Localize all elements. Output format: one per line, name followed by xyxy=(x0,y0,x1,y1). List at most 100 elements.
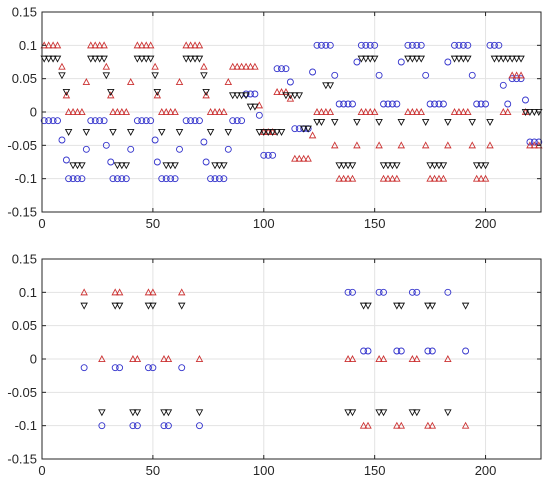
data-point-triangle-down xyxy=(408,409,417,417)
data-point-triangle-up xyxy=(115,288,124,296)
data-point-triangle-up xyxy=(164,355,173,362)
data-point-triangle-down xyxy=(264,128,272,136)
data-point-triangle-down xyxy=(348,162,357,170)
data-point-triangle-down xyxy=(53,55,62,63)
data-point-circle xyxy=(526,138,534,146)
data-point-circle xyxy=(142,117,150,125)
data-point-triangle-down xyxy=(362,55,370,63)
data-point-circle xyxy=(122,175,130,183)
data-point-triangle-up xyxy=(317,108,326,116)
data-point-triangle-up xyxy=(122,108,131,116)
data-point-triangle-down xyxy=(444,118,452,126)
y-tick-label: -0.05 xyxy=(7,138,37,153)
data-point-triangle-down xyxy=(106,88,115,96)
data-point-triangle-down xyxy=(304,125,312,133)
data-point-triangle-up xyxy=(517,71,525,79)
data-point-triangle-down xyxy=(508,55,516,63)
data-point-triangle-up xyxy=(468,141,477,149)
data-point-triangle-down xyxy=(344,409,352,417)
data-point-circle xyxy=(508,75,516,83)
data-point-triangle-up xyxy=(459,108,468,116)
data-point-circle xyxy=(357,41,365,49)
data-point-triangle-up xyxy=(64,108,73,116)
y-tick-label: 0.15 xyxy=(12,5,37,20)
data-point-triangle-down xyxy=(102,72,111,80)
data-point-triangle-down xyxy=(503,55,512,63)
data-point-circle xyxy=(404,41,412,49)
data-point-triangle-up xyxy=(129,355,137,362)
data-point-triangle-up xyxy=(455,108,463,116)
data-point-triangle-down xyxy=(151,72,159,80)
data-point-triangle-down xyxy=(393,302,401,310)
y-tick-label: -0.1 xyxy=(15,171,37,186)
data-point-circle xyxy=(397,58,405,66)
data-point-circle xyxy=(264,151,272,159)
data-point-circle xyxy=(82,145,90,153)
data-point-triangle-up xyxy=(133,41,142,49)
data-point-triangle-up xyxy=(413,355,421,362)
data-point-triangle-down xyxy=(517,55,525,63)
data-point-triangle-down xyxy=(357,55,366,63)
data-point-circle xyxy=(49,117,57,125)
data-point-triangle-down xyxy=(459,55,468,63)
x-tick-label: 0 xyxy=(38,463,45,478)
data-point-circle xyxy=(80,364,88,372)
data-point-triangle-down xyxy=(98,409,106,417)
data-point-triangle-up xyxy=(322,108,330,116)
data-point-triangle-down xyxy=(268,128,277,136)
data-point-triangle-down xyxy=(126,128,135,136)
y-tick-label: 0 xyxy=(30,105,37,120)
data-point-circle xyxy=(408,41,416,49)
data-point-circle xyxy=(220,175,228,183)
data-point-triangle-up xyxy=(364,421,372,429)
data-point-triangle-up xyxy=(78,108,86,116)
data-point-circle xyxy=(251,90,259,98)
data-point-triangle-up xyxy=(133,355,142,362)
data-point-triangle-up xyxy=(49,41,57,49)
data-point-triangle-up xyxy=(206,108,215,116)
data-point-triangle-up xyxy=(308,131,317,139)
data-point-circle xyxy=(375,71,383,79)
data-point-triangle-down xyxy=(82,128,91,136)
data-point-triangle-up xyxy=(282,88,290,96)
data-point-triangle-down xyxy=(417,55,425,63)
data-point-triangle-down xyxy=(326,82,335,90)
data-point-circle xyxy=(164,422,172,430)
data-point-circle xyxy=(426,100,434,108)
data-point-triangle-down xyxy=(413,55,421,63)
data-point-triangle-up xyxy=(426,174,434,182)
data-point-circle xyxy=(286,78,294,86)
data-point-triangle-down xyxy=(439,162,448,170)
data-point-triangle-down xyxy=(353,118,361,126)
data-point-triangle-up xyxy=(444,355,452,362)
data-point-triangle-up xyxy=(353,141,361,149)
data-point-circle xyxy=(380,288,387,296)
x-tick-label: 100 xyxy=(253,216,275,231)
data-point-triangle-down xyxy=(393,162,401,170)
data-point-triangle-up xyxy=(44,41,53,49)
data-point-circle xyxy=(504,100,512,108)
data-point-triangle-down xyxy=(430,162,439,170)
data-point-circle xyxy=(309,68,317,76)
data-point-triangle-up xyxy=(215,108,224,116)
data-point-circle xyxy=(116,364,124,372)
data-point-triangle-up xyxy=(73,108,82,116)
y-tick-label: -0.1 xyxy=(15,418,37,433)
data-point-triangle-down xyxy=(472,162,481,170)
y-tick-label: 0.15 xyxy=(12,252,37,267)
data-point-circle xyxy=(149,364,157,372)
data-point-triangle-up xyxy=(277,88,286,96)
data-point-circle xyxy=(388,100,396,108)
data-point-triangle-down xyxy=(379,162,388,170)
data-point-circle xyxy=(118,175,126,183)
data-point-circle xyxy=(176,145,183,153)
data-point-triangle-down xyxy=(91,55,99,63)
data-point-triangle-down xyxy=(113,162,122,170)
data-point-triangle-up xyxy=(80,288,88,296)
data-point-triangle-up xyxy=(477,174,485,182)
data-point-circle xyxy=(158,175,166,183)
data-point-circle xyxy=(353,58,361,66)
data-point-circle xyxy=(468,71,476,79)
data-point-triangle-up xyxy=(166,108,175,116)
data-point-triangle-down xyxy=(428,302,437,310)
